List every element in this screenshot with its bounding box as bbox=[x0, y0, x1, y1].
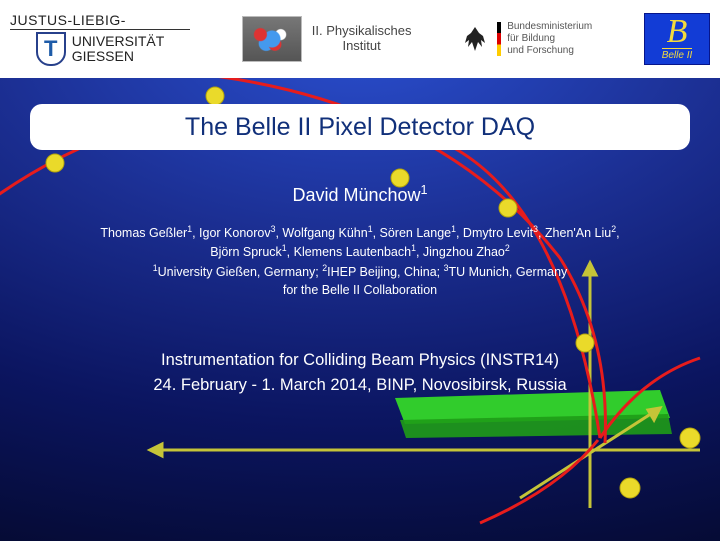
germany-flag-bar-icon bbox=[497, 22, 501, 56]
logo-header: JUSTUS-LIEBIG- T UNIVERSITÄT GIESSEN II.… bbox=[0, 0, 720, 78]
bmbf-l1: Bundesministerium bbox=[507, 21, 592, 33]
jlu-top-text: JUSTUS-LIEBIG- bbox=[10, 12, 190, 30]
authors-block: Thomas Geßler1, Igor Konorov3, Wolfgang … bbox=[30, 223, 690, 299]
affiliations: 1University Gießen, Germany; 2IHEP Beiji… bbox=[30, 262, 690, 281]
presenter-line: David Münchow1 bbox=[0, 183, 720, 206]
belle2-logo: B Belle II bbox=[644, 13, 710, 65]
bmbf-logo: Bundesministerium für Bildung und Forsch… bbox=[463, 21, 592, 57]
jlu-uni: UNIVERSITÄT bbox=[72, 34, 165, 49]
bmbf-l2: für Bildung bbox=[507, 33, 592, 45]
presenter-name: David Münchow bbox=[292, 185, 420, 205]
authors-line2: Björn Spruck1, Klemens Lautenbach1, Jing… bbox=[30, 242, 690, 261]
eagle-icon bbox=[463, 25, 487, 53]
inst2-line2: Institut bbox=[312, 39, 412, 54]
slide-title-text: The Belle II Pixel Detector DAQ bbox=[185, 113, 535, 142]
presenter-aff: 1 bbox=[421, 183, 428, 197]
jlu-city: GIESSEN bbox=[72, 49, 165, 64]
jlu-logo: JUSTUS-LIEBIG- T UNIVERSITÄT GIESSEN bbox=[10, 12, 190, 66]
collaboration: for the Belle II Collaboration bbox=[30, 281, 690, 299]
conference-block: Instrumentation for Colliding Beam Physi… bbox=[0, 348, 720, 398]
inst2-line1: II. Physikalisches bbox=[312, 24, 412, 39]
institute-logo: II. Physikalisches Institut bbox=[242, 16, 412, 62]
conference-name: Instrumentation for Colliding Beam Physi… bbox=[0, 348, 720, 373]
conference-dateplace: 24. February - 1. March 2014, BINP, Novo… bbox=[0, 373, 720, 398]
bmbf-l3: und Forschung bbox=[507, 45, 592, 57]
belle2-label: Belle II bbox=[662, 48, 693, 61]
nucleus-icon bbox=[242, 16, 302, 62]
belle2-b: B bbox=[667, 17, 688, 48]
authors-line1: Thomas Geßler1, Igor Konorov3, Wolfgang … bbox=[30, 223, 690, 242]
jlu-shield-icon: T bbox=[36, 32, 66, 66]
slide-title: The Belle II Pixel Detector DAQ bbox=[30, 104, 690, 150]
